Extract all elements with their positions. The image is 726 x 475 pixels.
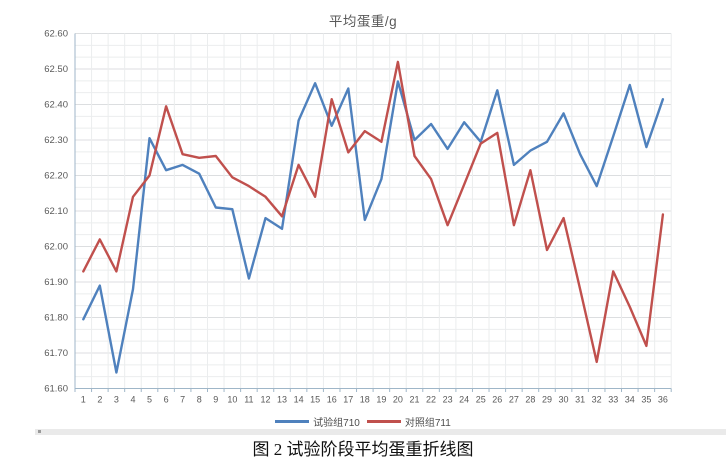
x-tick-label: 14: [294, 395, 304, 405]
x-tick-label: 2: [97, 395, 102, 405]
x-tick-label: 10: [227, 395, 237, 405]
egg-weight-line-chart: 62.60 62.50 62.40 62.30 62.20 62.10 62.00 61.90…: [0, 14, 726, 435]
x-tick-label: 20: [393, 395, 403, 405]
x-tick-label: 4: [130, 395, 135, 405]
x-tick-label: 5: [147, 395, 152, 405]
x-tick-label: 7: [180, 395, 185, 405]
plot-area: 62.60 62.50 62.40 62.30 62.20 62.10 62.00 61.90…: [44, 29, 672, 405]
x-tick-label: 25: [476, 395, 486, 405]
x-tick-label: 36: [658, 395, 668, 405]
x-tick-label: 16: [327, 395, 337, 405]
y-tick-label: 61.90: [44, 277, 68, 288]
y-tick-label: 62.50: [44, 64, 68, 75]
x-tick-label: 34: [625, 395, 635, 405]
y-tick-label: 61.70: [44, 348, 68, 359]
y-tick-label: 62.30: [44, 135, 68, 146]
legend-item-trial: 试验组710: [275, 414, 360, 429]
x-tick-label: 30: [559, 395, 569, 405]
bottom-edge-strip: [35, 429, 726, 435]
x-tick-label: 35: [641, 395, 651, 405]
y-tick-label: 61.80: [44, 313, 68, 324]
x-tick-label: 22: [426, 395, 436, 405]
legend-label-control: 对照组711: [404, 418, 451, 429]
x-tick-label: 26: [492, 395, 502, 405]
x-tick-label: 28: [525, 395, 535, 405]
x-tick-label: 33: [608, 395, 618, 405]
x-tick-label: 9: [213, 395, 218, 405]
series-line-1: [82, 60, 665, 364]
x-tick-label: 13: [277, 395, 287, 405]
x-tick-label: 21: [409, 395, 419, 405]
y-tick-label: 62.00: [44, 242, 68, 253]
x-tick-label: 18: [360, 395, 370, 405]
y-tick-label: 62.40: [44, 100, 68, 111]
strip-dot: [38, 430, 41, 433]
figure-caption: 图 2 试验阶段平均蛋重折线图: [252, 440, 474, 459]
legend-item-control: 对照组711: [366, 414, 451, 429]
x-tick-label: 31: [575, 395, 585, 405]
y-tick-label: 62.20: [44, 171, 68, 182]
x-tick-label: 8: [197, 395, 202, 405]
chart-legend: 试验组710 对照组711: [0, 414, 726, 429]
y-tick-label: 62.10: [44, 206, 68, 217]
x-tick-label: 23: [443, 395, 453, 405]
x-tick-label: 19: [376, 395, 386, 405]
y-tick-label: 62.60: [44, 29, 68, 40]
series-line-0: [82, 80, 665, 374]
x-tick-label: 12: [260, 395, 270, 405]
x-tick-label: 29: [542, 395, 552, 405]
x-tick-label: 1: [81, 395, 86, 405]
x-tick-label: 11: [244, 395, 253, 405]
x-tick-label: 24: [459, 395, 469, 405]
chart-title: 平均蛋重/g: [328, 14, 398, 29]
x-tick-label: 15: [310, 395, 320, 405]
x-tick-label: 32: [592, 395, 602, 405]
legend-label-trial: 试验组710: [313, 418, 360, 429]
x-tick-label: 27: [509, 395, 519, 405]
trial-series-swatch: [275, 420, 310, 423]
y-tick-label: 61.60: [44, 384, 68, 395]
x-tick-label: 6: [164, 395, 169, 405]
x-tick-label: 17: [343, 395, 353, 405]
x-tick-label: 3: [114, 395, 119, 405]
control-series-swatch: [366, 420, 401, 423]
